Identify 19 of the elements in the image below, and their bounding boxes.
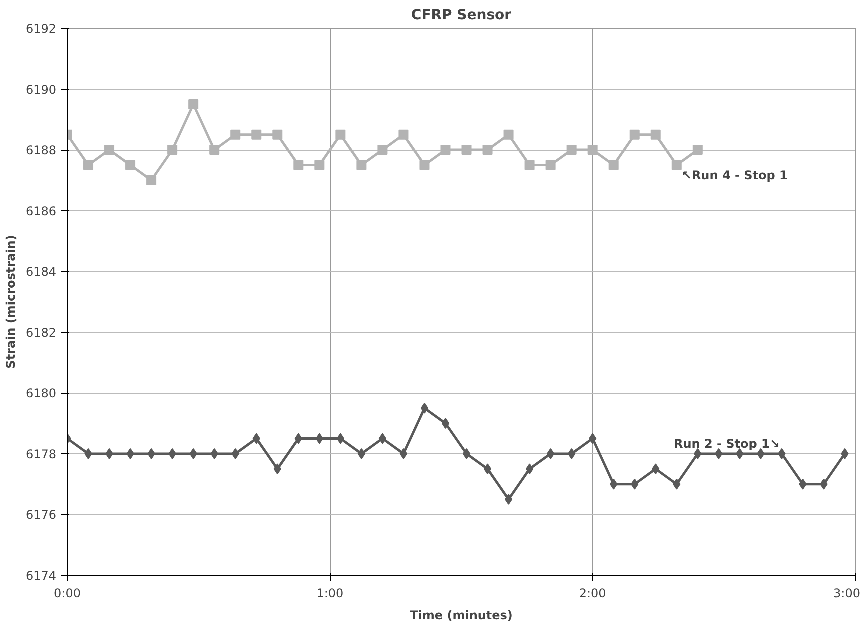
annotation: Run 2 - Stop 1↘ bbox=[674, 436, 780, 451]
chart-title: CFRP Sensor bbox=[411, 8, 512, 24]
x-tick-label: 2:00 bbox=[579, 586, 606, 600]
x-tick-label: 1:00 bbox=[316, 586, 344, 600]
annotation: ↖Run 4 - Stop 1 bbox=[682, 168, 788, 182]
x-axis-title: Time (minutes) bbox=[410, 608, 513, 622]
y-tick-label: 6192 bbox=[26, 22, 57, 36]
x-tick-label: 3:00 bbox=[834, 586, 861, 600]
y-tick-label: 6174 bbox=[26, 569, 57, 583]
y-axis-title: Strain (microstrain) bbox=[4, 235, 18, 369]
y-tick-label: 6190 bbox=[26, 82, 57, 97]
y-tick-label: 6176 bbox=[26, 508, 57, 522]
y-tick-label: 6178 bbox=[26, 447, 57, 462]
y-tick-label: 6186 bbox=[26, 204, 57, 218]
y-tick-label: 6184 bbox=[26, 265, 57, 280]
y-tick-label: 6182 bbox=[26, 326, 57, 340]
y-tick-label: 6180 bbox=[26, 386, 57, 401]
y-tick-label: 6188 bbox=[26, 144, 57, 158]
x-tick-label: 0:00 bbox=[54, 586, 81, 600]
